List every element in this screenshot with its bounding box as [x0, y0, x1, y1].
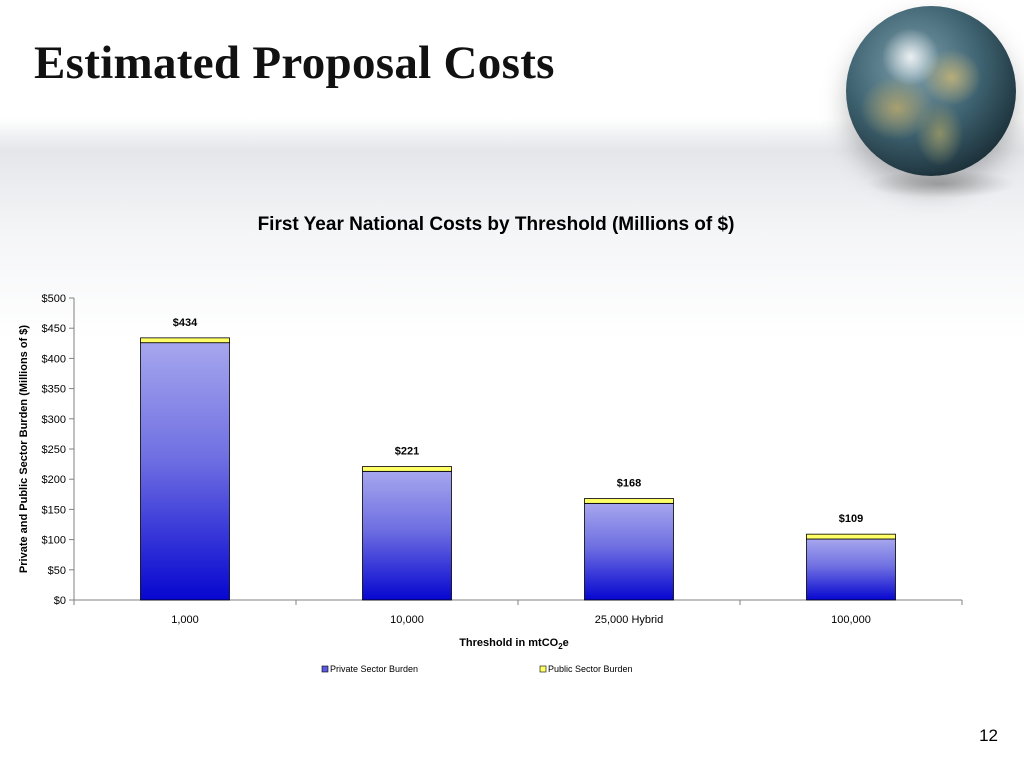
- bar-public-sector: [584, 498, 674, 504]
- globe-image: [846, 6, 1016, 176]
- y-tick-label: $150: [42, 504, 66, 516]
- y-tick-label: $50: [48, 565, 66, 577]
- y-tick-label: $200: [42, 474, 66, 486]
- legend-swatch: [321, 665, 329, 673]
- y-tick-label: $400: [42, 353, 66, 365]
- y-tick-label: $450: [42, 323, 66, 335]
- bar-total-label: $434: [173, 317, 198, 329]
- x-axis-title: Threshold in mtCO2e: [459, 637, 569, 651]
- legend-label: Private Sector Burden: [330, 664, 418, 674]
- bar-public-sector: [362, 466, 452, 472]
- y-tick-label: $250: [42, 444, 66, 456]
- y-tick-label: $0: [54, 595, 66, 607]
- x-tick-label: 25,000 Hybrid: [595, 614, 664, 626]
- y-tick-label: $100: [42, 535, 66, 547]
- bar-private-sector: [362, 470, 452, 601]
- bar-total-label: $221: [395, 446, 419, 458]
- legend-swatch: [539, 665, 547, 673]
- y-tick-label: $350: [42, 384, 66, 396]
- bar-private-sector: [584, 502, 674, 601]
- bar-private-sector: [140, 342, 230, 601]
- bar-total-label: $168: [617, 478, 641, 490]
- page-number: 12: [979, 726, 998, 745]
- legend-label: Public Sector Burden: [548, 664, 633, 674]
- chart-title: First Year National Costs by Threshold (…: [257, 214, 735, 235]
- slide-title: Estimated Proposal Costs: [34, 37, 555, 89]
- x-tick-label: 100,000: [831, 614, 871, 626]
- y-axis-title: Private and Public Sector Burden (Millio…: [18, 325, 30, 573]
- y-tick-label: $300: [42, 414, 66, 426]
- bar-public-sector: [806, 533, 896, 540]
- bar-private-sector: [806, 538, 896, 601]
- bar-total-label: $109: [839, 513, 863, 525]
- bar-public-sector: [140, 337, 230, 344]
- globe-shadow: [866, 170, 1016, 198]
- x-tick-label: 10,000: [390, 614, 424, 626]
- x-tick-label: 1,000: [171, 614, 199, 626]
- y-tick-label: $500: [42, 293, 66, 305]
